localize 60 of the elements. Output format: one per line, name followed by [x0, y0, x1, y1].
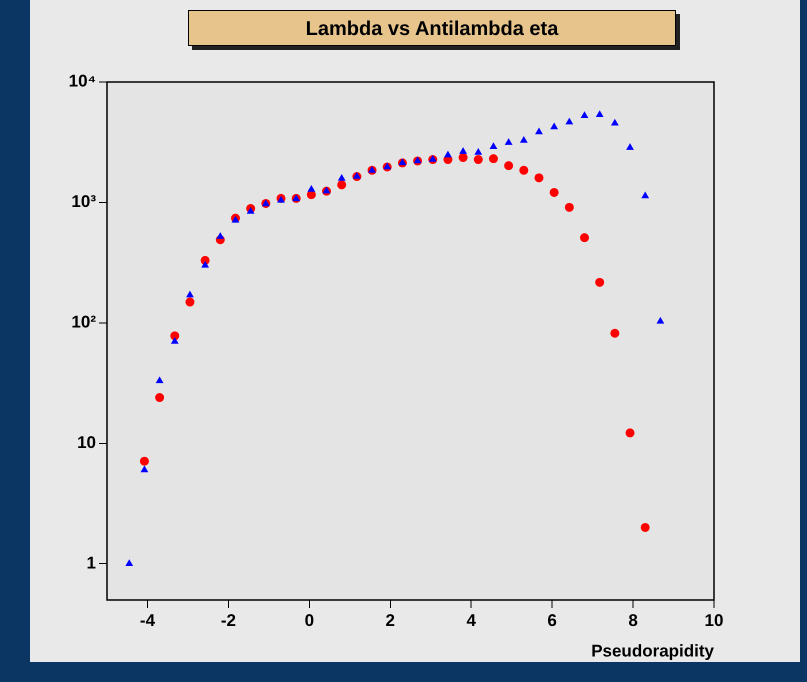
x-tick-label: 4 — [466, 610, 476, 630]
point — [444, 150, 452, 158]
point — [488, 154, 498, 164]
point — [140, 456, 149, 466]
point — [504, 138, 513, 145]
point — [216, 232, 224, 239]
point — [125, 559, 134, 566]
point — [428, 155, 437, 162]
point — [580, 233, 590, 242]
point — [474, 148, 482, 155]
chart-title: Lambda vs Antilambda eta — [188, 10, 676, 46]
point — [580, 111, 588, 118]
point — [458, 153, 468, 162]
point — [641, 192, 650, 198]
x-tick-label: 8 — [628, 610, 638, 630]
point — [610, 328, 620, 338]
point — [322, 186, 330, 194]
point — [352, 172, 361, 179]
point — [534, 173, 544, 182]
x-axis-title: Pseudorapidity — [591, 641, 715, 660]
point — [307, 185, 316, 192]
point — [201, 260, 210, 268]
point — [504, 161, 514, 170]
point — [186, 290, 194, 298]
point — [170, 337, 179, 344]
x-tick-label: 2 — [386, 610, 395, 630]
y-tick-label: 10³ — [71, 192, 96, 212]
y-tick-label: 1 — [86, 553, 96, 572]
point — [156, 376, 164, 384]
point — [564, 202, 574, 212]
x-tick-label: -2 — [220, 610, 236, 630]
y-tick-label: 10 — [77, 432, 96, 452]
point — [140, 466, 148, 472]
x-tick-label: 0 — [304, 610, 314, 630]
point — [626, 428, 635, 438]
point — [550, 188, 559, 197]
point — [565, 118, 574, 124]
y-tick-label: 10⁴ — [68, 72, 96, 91]
point — [490, 142, 498, 149]
point — [474, 155, 483, 164]
point — [596, 110, 604, 117]
point — [155, 393, 164, 402]
point — [550, 122, 558, 130]
point — [519, 166, 528, 175]
point — [610, 118, 619, 126]
point — [656, 316, 664, 324]
x-tick-label: -4 — [140, 610, 156, 630]
point — [640, 522, 650, 532]
point — [520, 136, 528, 143]
x-tick-label: 10 — [704, 610, 724, 630]
point — [595, 278, 604, 287]
point — [246, 207, 255, 214]
point — [459, 147, 468, 154]
point — [337, 180, 346, 190]
y-tick-label: 10² — [71, 312, 96, 332]
point — [535, 128, 543, 134]
point — [338, 174, 346, 181]
point — [185, 298, 194, 307]
point — [626, 143, 634, 150]
x-tick-label: 6 — [547, 610, 557, 630]
